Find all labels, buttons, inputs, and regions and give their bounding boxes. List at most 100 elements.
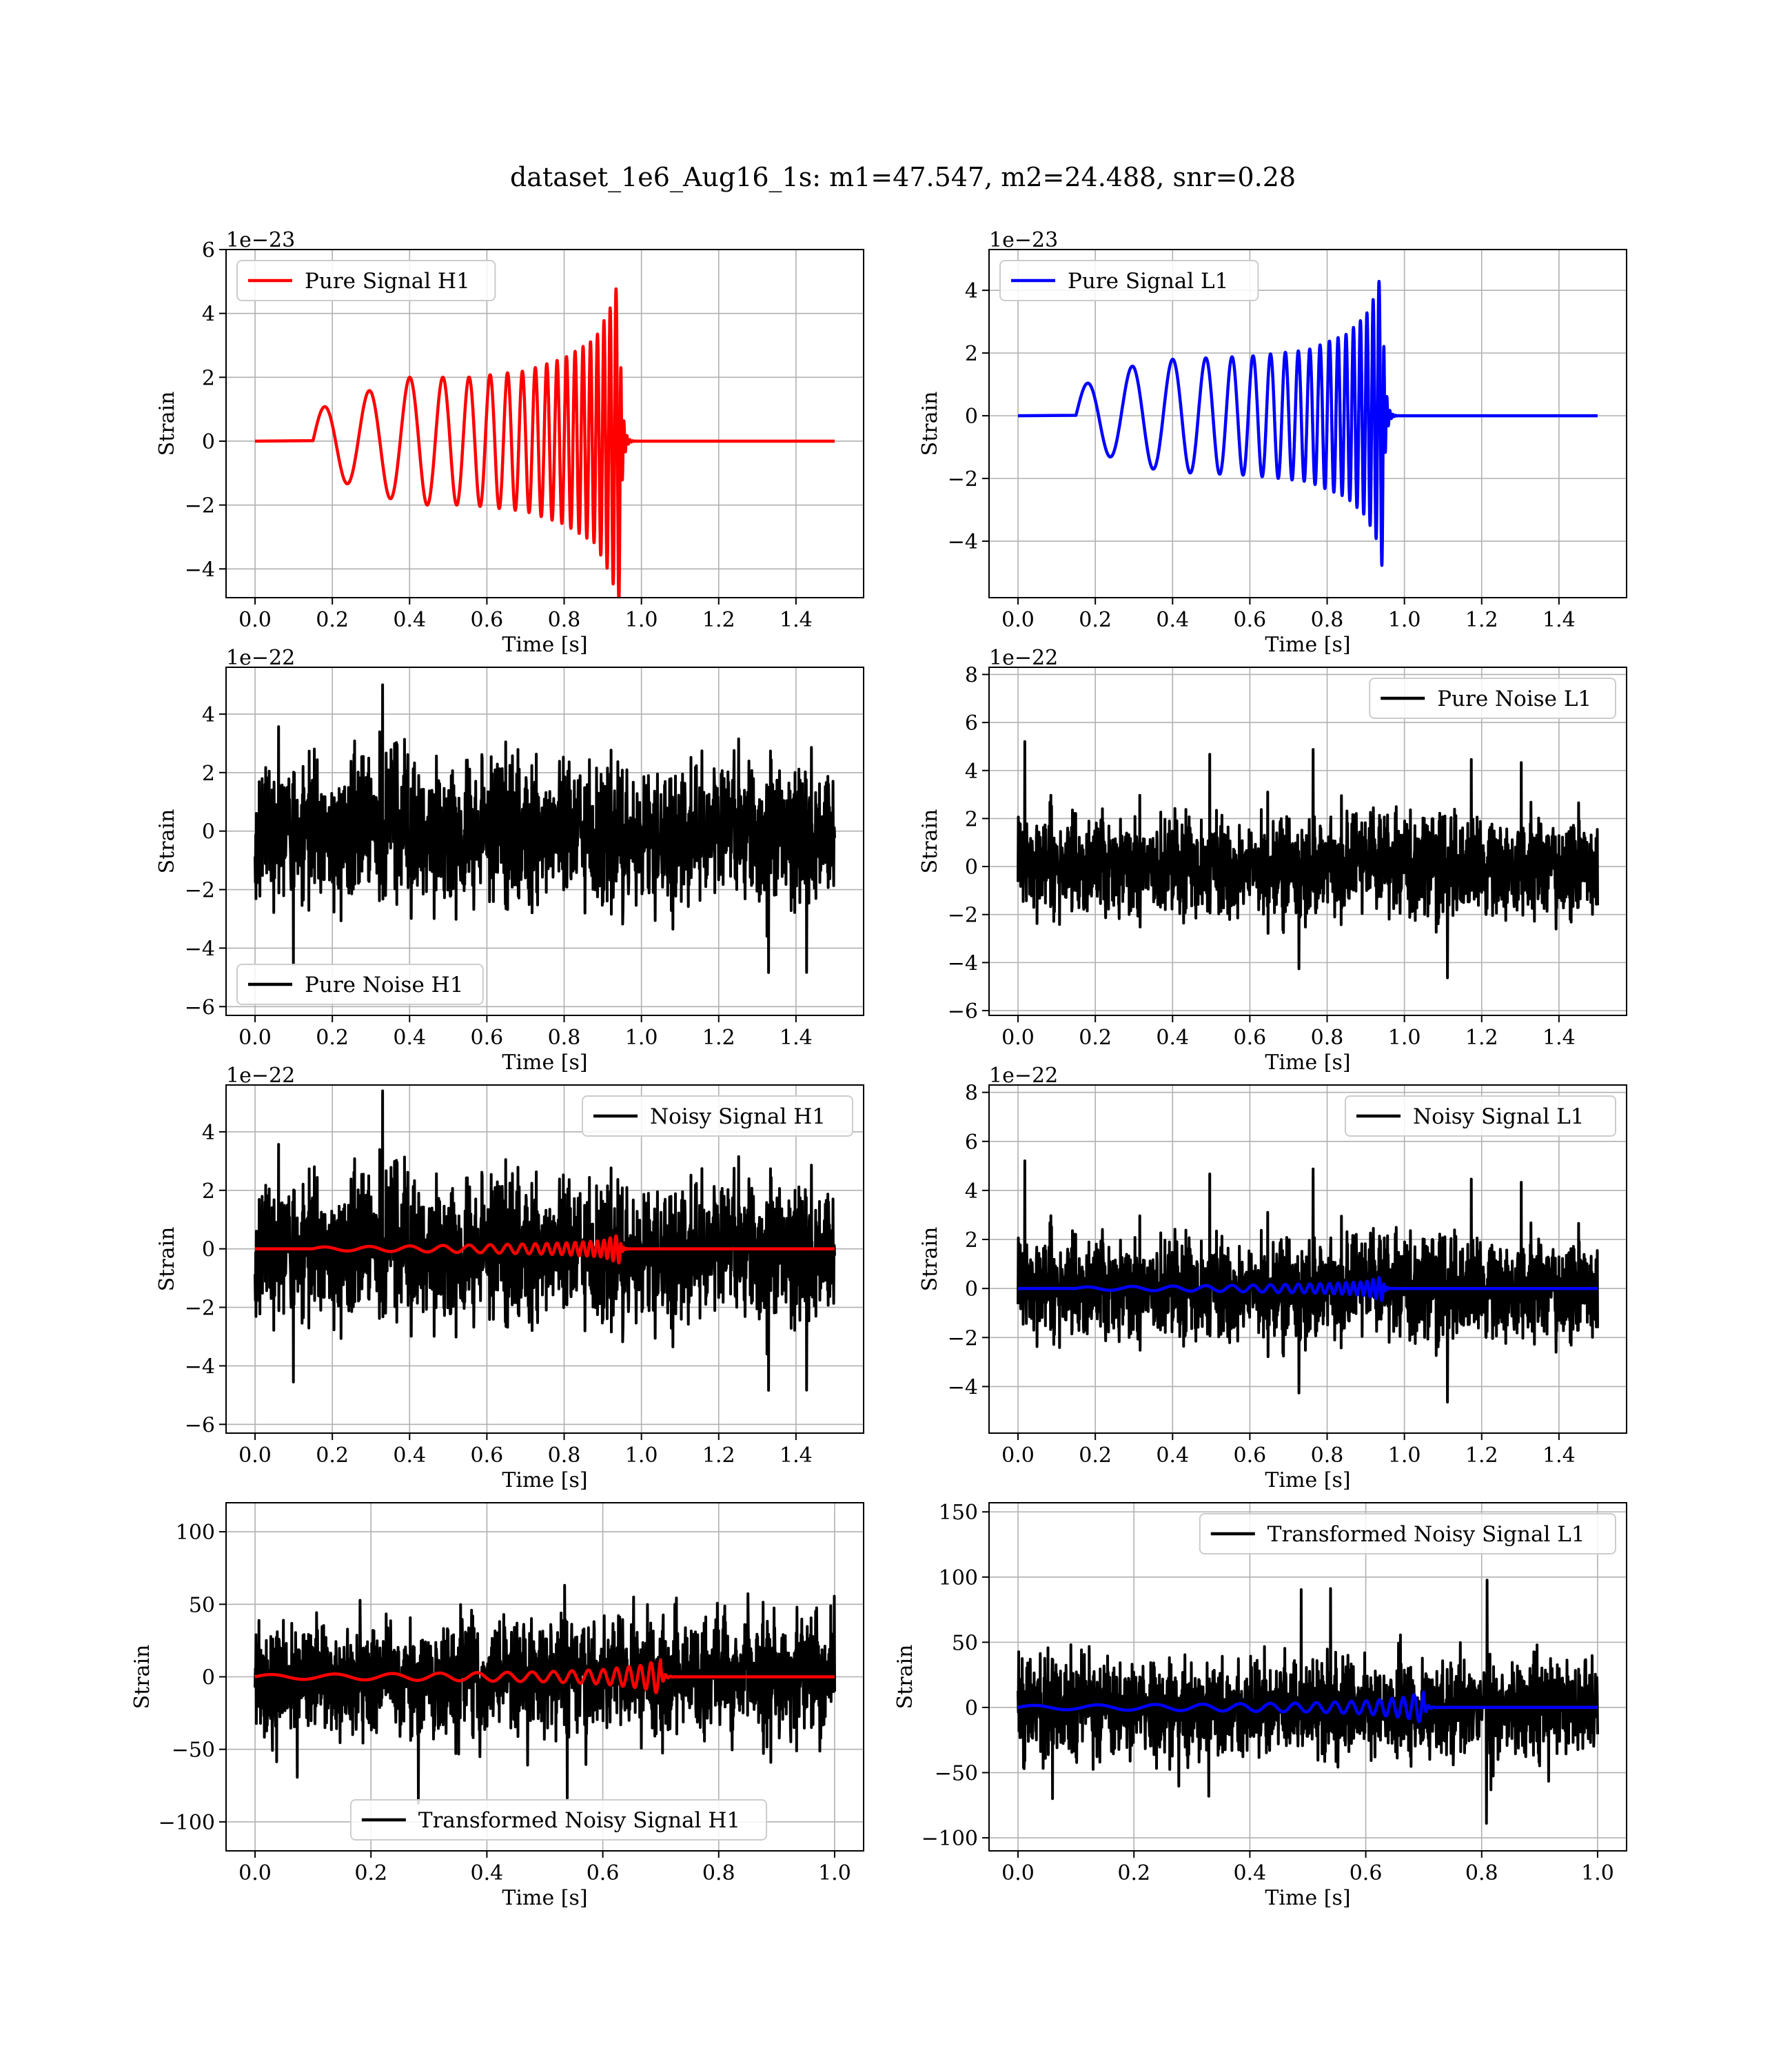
- x-tick-label: 0.8: [1465, 1861, 1498, 1885]
- y-tick-label: 0: [202, 1238, 215, 1262]
- axes-frame: [988, 1502, 1627, 1852]
- legend: Pure Signal H1: [236, 260, 496, 301]
- x-tick-label: 0.6: [1234, 1026, 1267, 1050]
- y-tick-label: 0: [202, 1666, 215, 1690]
- y-axis-label: Strain: [918, 1227, 942, 1292]
- y-offset-text: 1e−22: [989, 1064, 1058, 1088]
- x-tick-label: 0.0: [238, 1443, 272, 1468]
- y-tick-label: 6: [965, 711, 978, 736]
- x-tick-label: 0.0: [238, 608, 272, 632]
- panel-pure-signal-h1: 0.0 0.2 0.4 0.6 0.8 1.0 1.2 1.4 −4 −2 0 2 4 6 Time [s]…: [155, 228, 864, 657]
- y-axis-label: Strain: [155, 809, 179, 874]
- x-tick-label: 0.0: [238, 1026, 272, 1050]
- x-axis-label: Time [s]: [502, 1051, 587, 1075]
- x-tick-label: 1.0: [1581, 1861, 1614, 1885]
- x-tick-label: 0.4: [393, 608, 426, 632]
- x-tick-label: 0.2: [316, 608, 349, 632]
- y-tick-label: 4: [202, 1121, 215, 1145]
- y-tick-label: −2: [185, 494, 215, 518]
- axes-frame: [225, 1084, 864, 1434]
- y-axis-label: Strain: [893, 1645, 917, 1710]
- legend-label: Pure Noise L1: [1437, 687, 1591, 711]
- series-line-noisy-signal-l1: [1017, 1159, 1599, 1403]
- y-axis-label: Strain: [130, 1645, 154, 1710]
- axes-frame: [988, 667, 1627, 1016]
- y-axis-label: Strain: [155, 392, 179, 456]
- x-tick-label: 0.4: [393, 1443, 426, 1468]
- legend-box: [1369, 678, 1616, 719]
- x-tick-label: 0.8: [548, 1443, 581, 1468]
- legend: Noisy Signal H1: [582, 1095, 853, 1137]
- x-tick-label: 1.0: [625, 1443, 658, 1468]
- y-tick-label: −4: [185, 558, 215, 582]
- y-tick-label: 100: [939, 1566, 978, 1590]
- y-tick-label: 2: [202, 762, 215, 786]
- y-tick-label: −50: [172, 1738, 215, 1763]
- legend-box: [349, 1799, 768, 1841]
- x-tick-label: 1.0: [1388, 608, 1421, 632]
- x-tick-label: 0.4: [1156, 608, 1189, 632]
- y-axis-label: Strain: [155, 1227, 179, 1292]
- y-tick-label: 8: [965, 663, 978, 687]
- x-tick-label: 0.4: [471, 1861, 504, 1885]
- y-tick-label: 2: [965, 807, 978, 831]
- y-offset-text: 1e−23: [989, 228, 1058, 252]
- panel-transformed-noisy-signal-l1: 0.0 0.2 0.4 0.6 0.8 1.0 −100 −50 0 50 100 150 Time […: [893, 1501, 1627, 1910]
- axes-frame: [225, 249, 864, 598]
- y-tick-label: 50: [189, 1593, 215, 1617]
- x-tick-label: 0.2: [316, 1026, 349, 1050]
- y-tick-label: 4: [202, 303, 215, 327]
- panel-noisy-signal-l1: 0.0 0.2 0.4 0.6 0.8 1.0 1.2 1.4 −4 −2 0 2 4 6 8 Time [s…: [918, 1064, 1627, 1492]
- x-tick-label: 0.8: [1311, 608, 1344, 632]
- x-tick-label: 1.2: [1465, 1443, 1498, 1468]
- x-axis-label: Time [s]: [1265, 1886, 1350, 1910]
- x-tick-label: 0.0: [1001, 1443, 1035, 1468]
- y-tick-label: 6: [202, 239, 215, 263]
- y-tick-label: 2: [965, 342, 978, 366]
- legend-label: Noisy Signal L1: [1413, 1104, 1585, 1129]
- legend-label: Transformed Noisy Signal L1: [1267, 1522, 1585, 1547]
- panel-pure-signal-l1: 0.0 0.2 0.4 0.6 0.8 1.0 1.2 1.4 −4 −2 0 2 4 Time [s] S…: [918, 228, 1627, 657]
- y-tick-label: 0: [965, 1696, 978, 1721]
- x-tick-label: 0.8: [1311, 1026, 1344, 1050]
- x-tick-label: 0.6: [471, 608, 504, 632]
- x-tick-label: 1.0: [1388, 1026, 1421, 1050]
- legend: Pure Signal L1: [999, 260, 1259, 301]
- legend-label: Transformed Noisy Signal H1: [418, 1808, 740, 1833]
- y-tick-label: −4: [185, 1355, 215, 1379]
- x-tick-label: 0.4: [1156, 1443, 1189, 1468]
- figure-title: dataset_1e6_Aug16_1s: m1=47.547, m2=24.4…: [510, 162, 1296, 193]
- legend-box: [236, 260, 496, 301]
- x-tick-label: 1.2: [702, 1026, 735, 1050]
- x-tick-label: 0.2: [316, 1443, 349, 1468]
- panel-noisy-signal-h1: 0.0 0.2 0.4 0.6 0.8 1.0 1.2 1.4 −6 −4 −2 0 2 4 Time [s…: [155, 1064, 864, 1492]
- legend-label: Pure Signal H1: [305, 269, 470, 294]
- panel-transformed-noisy-signal-h1: 0.0 0.2 0.4 0.6 0.8 1.0 −100 −50 0 50 100 Time [s] S…: [130, 1502, 864, 1910]
- x-tick-label: 1.4: [780, 1443, 813, 1468]
- legend: Pure Noise H1: [236, 964, 484, 1005]
- series-line-chirp-overlay: [1017, 1276, 1600, 1302]
- x-tick-label: 1.2: [1465, 1026, 1498, 1050]
- y-tick-label: −2: [948, 1326, 978, 1350]
- x-tick-label: 0.8: [702, 1861, 735, 1885]
- y-tick-label: −6: [185, 995, 215, 1020]
- y-tick-label: 150: [939, 1501, 978, 1525]
- panel-pure-noise-l1: 0.0 0.2 0.4 0.6 0.8 1.0 1.2 1.4 −6 −4 −2 0 2 4 6 8 Time …: [918, 646, 1627, 1075]
- y-tick-label: 0: [202, 820, 215, 844]
- legend-box: [999, 260, 1259, 301]
- series-line-pure-signal-l1: [1017, 279, 1600, 567]
- y-tick-label: 0: [965, 405, 978, 429]
- panel-pure-noise-h1: 0.0 0.2 0.4 0.6 0.8 1.0 1.2 1.4 −6 −4 −2 0 2 4 Time [s…: [155, 646, 864, 1075]
- series-line-noisy-signal-h1: [254, 1089, 836, 1392]
- series-line-pure-signal-h1: [254, 287, 837, 598]
- y-tick-label: 50: [952, 1631, 978, 1655]
- y-tick-label: −2: [948, 467, 978, 491]
- y-tick-label: −100: [159, 1811, 215, 1835]
- series-line-chirp-overlay: [255, 1234, 837, 1265]
- legend-box: [1345, 1095, 1616, 1137]
- x-tick-label: 0.2: [1079, 608, 1112, 632]
- y-offset-text: 1e−22: [226, 1064, 295, 1088]
- series-line-chirp-overlay: [253, 1658, 837, 1694]
- axes-frame: [225, 667, 864, 1016]
